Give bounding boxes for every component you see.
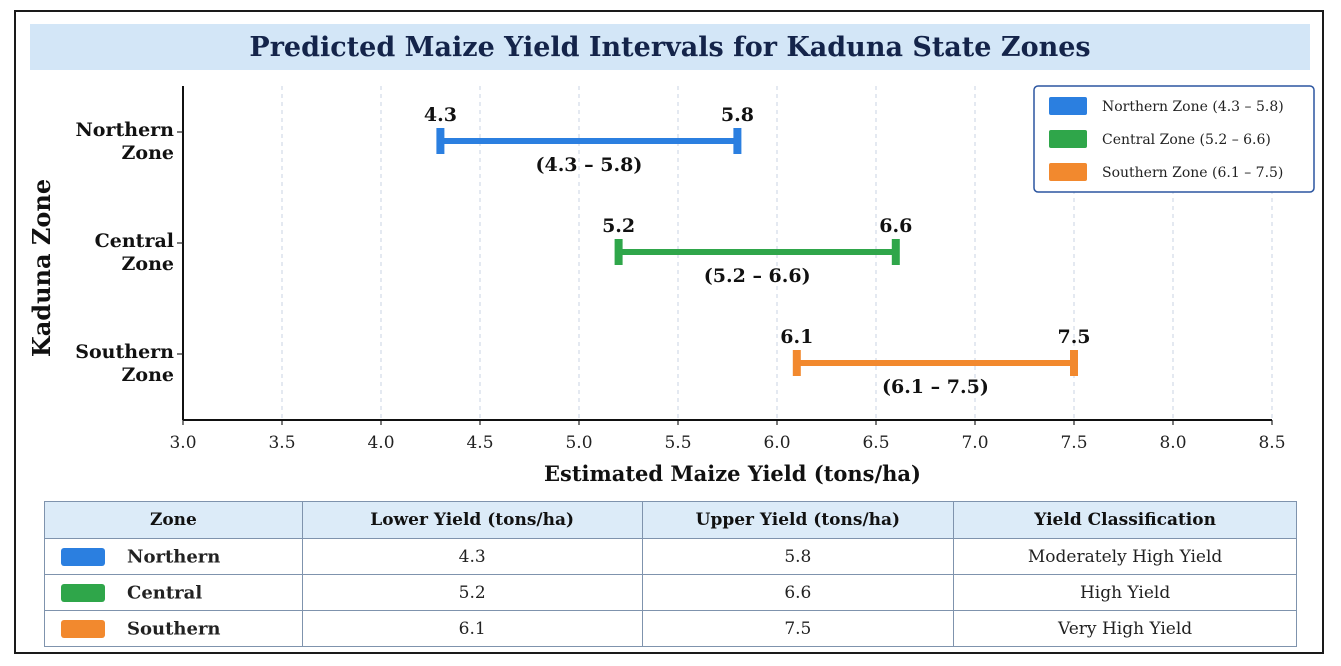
x-axis-label: Estimated Maize Yield (tons/ha) [544, 461, 921, 486]
x-tick-label: 5.0 [565, 433, 592, 453]
y-tick-label: Zone [122, 253, 174, 275]
x-tick-label: 4.5 [466, 433, 493, 453]
header-lower-yield: Lower Yield (tons/ha) [301, 501, 643, 539]
interval-lower-cap [792, 350, 801, 376]
lower-yield-cell: 6.1 [301, 610, 643, 647]
lower-value-label: 4.3 [424, 104, 457, 126]
y-axis-label: Kaduna Zone [27, 179, 56, 357]
header-upper-yield: Upper Yield (tons/ha) [641, 501, 955, 539]
interval-chart: 3.0 3.5 4.0 4.5 5.0 5.5 6.0 6.5 7.0 7.5 8.0 8.5 Esti… [27, 85, 1315, 486]
legend-entry: Central Zone (5.2 – 6.6) [1102, 132, 1271, 148]
x-tick-label: 5.5 [664, 433, 691, 453]
table-row: Northern 4.3 5.8 Moderately High Yield [44, 538, 1297, 575]
range-label: (5.2 – 6.6) [704, 265, 811, 287]
x-tick-label: 7.0 [961, 433, 988, 453]
x-tick-label: 6.0 [763, 433, 790, 453]
legend-entry: Northern Zone (4.3 – 5.8) [1102, 99, 1284, 115]
upper-value-label: 7.5 [1057, 326, 1090, 348]
zone-label: Central [127, 582, 203, 604]
x-tick-label: 3.5 [268, 433, 295, 453]
table-row: Central 5.2 6.6 High Yield [44, 574, 1297, 611]
lower-value-label: 6.1 [780, 326, 813, 348]
zone-label: Southern [127, 618, 221, 640]
classification-cell: Very High Yield [953, 610, 1297, 647]
y-tick-label: Zone [122, 364, 174, 386]
zone-label: Northern [127, 546, 221, 568]
interval-upper-cap [891, 239, 900, 265]
classification-cell: Moderately High Yield [953, 538, 1297, 575]
yield-table: Zone Lower Yield (tons/ha) Upper Yield (… [44, 501, 1297, 647]
central-swatch [61, 583, 105, 602]
upper-yield-cell: 7.5 [641, 610, 955, 647]
zone-cell: Northern [44, 538, 303, 575]
x-tick-label: 8.5 [1258, 433, 1285, 453]
y-tick-label: Zone [122, 142, 174, 164]
header-zone: Zone [44, 501, 303, 539]
lower-value-label: 5.2 [602, 215, 635, 237]
x-tick-label: 7.5 [1060, 433, 1087, 453]
range-label: (4.3 – 5.8) [535, 154, 642, 176]
table-row: Southern 6.1 7.5 Very High Yield [44, 610, 1297, 647]
legend-swatch [1049, 97, 1087, 115]
northern-swatch [61, 547, 105, 566]
zone-cell: Southern [44, 610, 303, 647]
upper-value-label: 5.8 [721, 104, 754, 126]
classification-cell: High Yield [953, 574, 1297, 611]
legend-entry: Southern Zone (6.1 – 7.5) [1102, 165, 1283, 181]
lower-yield-cell: 4.3 [301, 538, 643, 575]
southern-swatch [61, 619, 105, 638]
upper-yield-cell: 5.8 [641, 538, 955, 575]
title-bar: Predicted Maize Yield Intervals for Kadu… [30, 24, 1310, 70]
upper-value-label: 6.6 [879, 215, 912, 237]
header-classification: Yield Classification [953, 501, 1297, 539]
upper-yield-cell: 6.6 [641, 574, 955, 611]
zone-cell: Central [44, 574, 303, 611]
x-tick-label: 3.0 [169, 433, 196, 453]
range-label: (6.1 – 7.5) [882, 376, 989, 398]
y-tick-label: Southern [75, 341, 174, 363]
legend-swatch [1049, 163, 1087, 181]
legend-box [1033, 85, 1315, 193]
interval-upper-cap [733, 128, 742, 154]
table-header-row: Zone Lower Yield (tons/ha) Upper Yield (… [44, 501, 1297, 539]
interval-upper-cap [1070, 350, 1078, 376]
chart-title: Predicted Maize Yield Intervals for Kadu… [249, 31, 1091, 63]
x-tick-label: 8.0 [1159, 433, 1186, 453]
lower-yield-cell: 5.2 [301, 574, 643, 611]
interval-lower-cap [436, 128, 445, 154]
legend-swatch [1049, 130, 1087, 148]
interval-lower-cap [614, 239, 623, 265]
y-tick-label: Northern [75, 119, 174, 141]
y-tick-label: Central [95, 230, 174, 252]
x-tick-label: 4.0 [367, 433, 394, 453]
x-tick-label: 6.5 [862, 433, 889, 453]
